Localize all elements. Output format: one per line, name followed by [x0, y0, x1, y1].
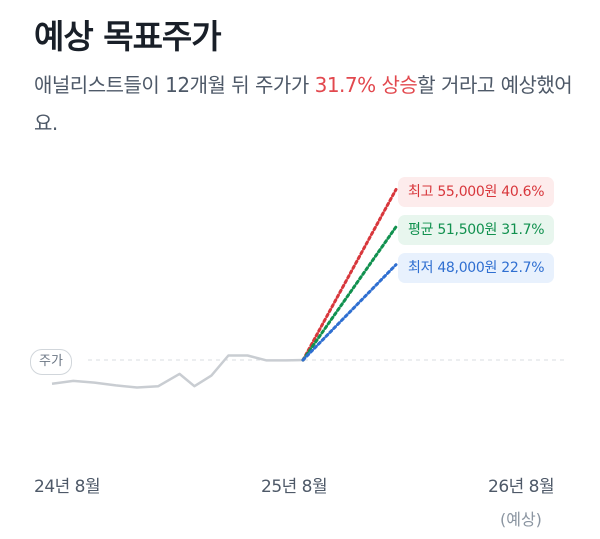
- target-high-line: [301, 187, 398, 362]
- price-history-line: [51, 354, 305, 389]
- target-high-label: 최고 55,000원 40.6%: [398, 177, 555, 208]
- x-tick-label-middle: 25년 8월: [261, 477, 328, 497]
- description-suffix: 할 거라고 예상했어요.: [34, 73, 573, 135]
- target-avg-label: 평균 51,500원 31.7%: [398, 214, 555, 245]
- description-highlight: 31.7% 상승: [314, 73, 418, 97]
- description: 애널리스트들이 12개월 뒤 주가가 31.7% 상승할 거라고 예상했어요.: [34, 66, 579, 142]
- x-tick-sublabel-forecast: (예상): [500, 510, 542, 529]
- target-high-upside: 40.6%: [501, 184, 545, 201]
- description-prefix: 애널리스트들이 12개월 뒤 주가가: [34, 73, 315, 97]
- target-low-label: 최저 48,000원 22.7%: [398, 252, 555, 283]
- x-tick-label-start: 24년 8월: [34, 477, 101, 497]
- target-low-name: 최저: [408, 259, 434, 276]
- target-low-price: 48,000원: [437, 259, 498, 276]
- target-low-upside: 22.7%: [501, 259, 545, 276]
- current-price-tag: 주가: [30, 349, 72, 375]
- target-avg-name: 평균: [408, 221, 434, 238]
- target-avg-price: 51,500원: [437, 221, 498, 238]
- target-low-line: [301, 263, 398, 362]
- target-avg-upside: 31.7%: [501, 221, 545, 238]
- page-title: 예상 목표주가: [34, 17, 222, 56]
- target-avg-line: [301, 225, 398, 362]
- x-tick-label-end: 26년 8월: [488, 477, 555, 497]
- target-high-price: 55,000원: [437, 184, 498, 201]
- target-high-name: 최고: [408, 184, 434, 201]
